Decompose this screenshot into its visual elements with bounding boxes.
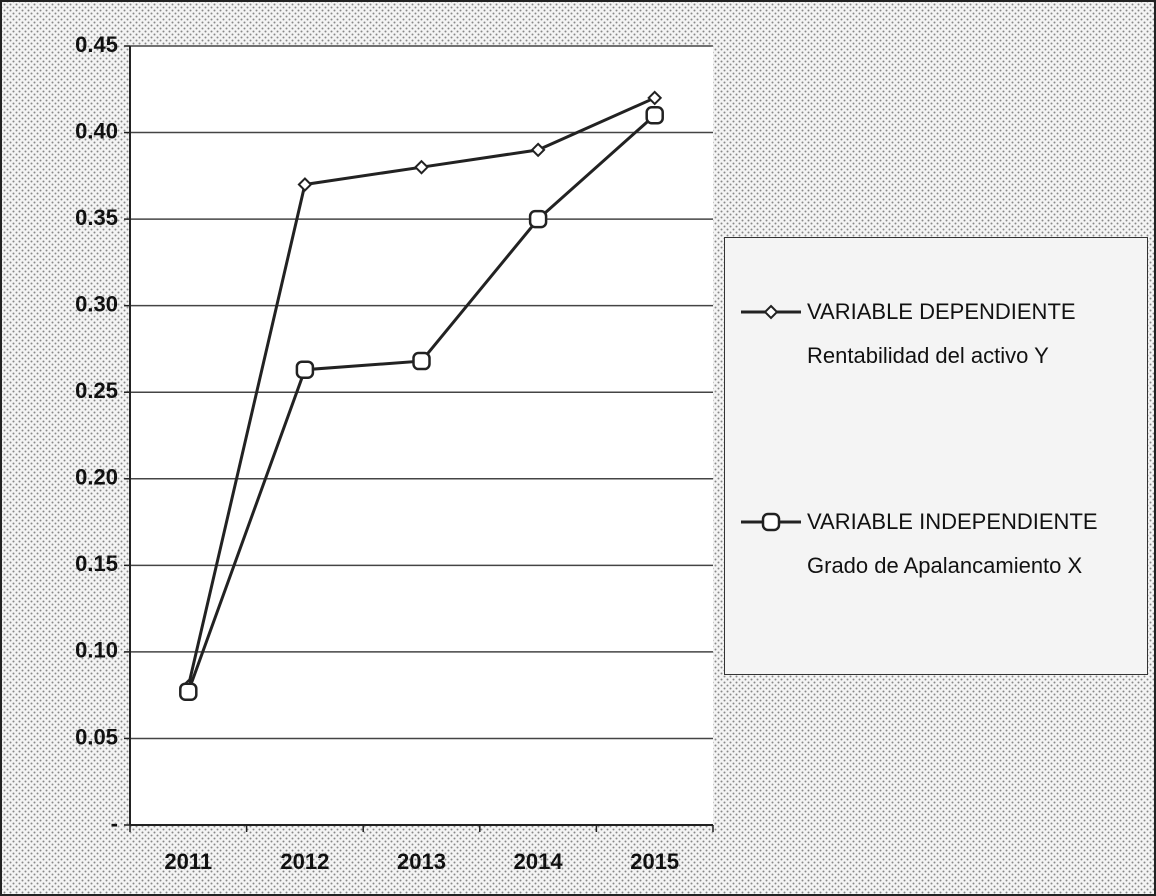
x-tick-label: 2013: [397, 849, 446, 874]
x-tick-label: 2015: [630, 849, 679, 874]
marker: [297, 177, 313, 192]
x-tick-label: 2012: [280, 849, 329, 874]
marker: [412, 351, 431, 371]
marker: [530, 142, 546, 158]
y-tick-label: 0.40: [75, 118, 118, 143]
y-tick-label: 0.05: [75, 724, 118, 749]
marker: [763, 304, 779, 320]
y-tick-label: 0.25: [75, 378, 118, 403]
y-tick-label: 0.30: [75, 291, 118, 316]
y-tick-label: 0.20: [75, 465, 118, 490]
y-tick-label: 0.45: [75, 32, 118, 57]
legend-entry: VARIABLE DEPENDIENTE Rentabilidad del ac…: [735, 290, 1145, 378]
y-tick-label: 0.10: [75, 638, 118, 663]
marker: [295, 360, 315, 379]
y-tick-label: 0.35: [75, 205, 118, 230]
marker: [645, 105, 664, 125]
marker: [179, 682, 198, 701]
legend-label: VARIABLE INDEPENDIENTE Grado de Apalanca…: [807, 509, 1098, 578]
legend-swatch: [741, 512, 801, 532]
legend-swatch: [741, 304, 801, 320]
legend-entry: VARIABLE INDEPENDIENTE Grado de Apalanca…: [735, 500, 1145, 588]
y-tick-label: 0.15: [75, 551, 118, 576]
x-tick-label: 2014: [514, 849, 564, 874]
legend-label: VARIABLE DEPENDIENTE Rentabilidad del ac…: [807, 299, 1076, 368]
plot-area: [130, 46, 713, 825]
marker: [528, 209, 548, 229]
x-tick-label: 2011: [164, 849, 212, 874]
legend: VARIABLE DEPENDIENTE Rentabilidad del ac…: [724, 237, 1148, 675]
y-tick-label: -: [111, 811, 118, 836]
marker: [761, 512, 781, 532]
marker: [414, 159, 429, 175]
marker: [647, 90, 663, 106]
